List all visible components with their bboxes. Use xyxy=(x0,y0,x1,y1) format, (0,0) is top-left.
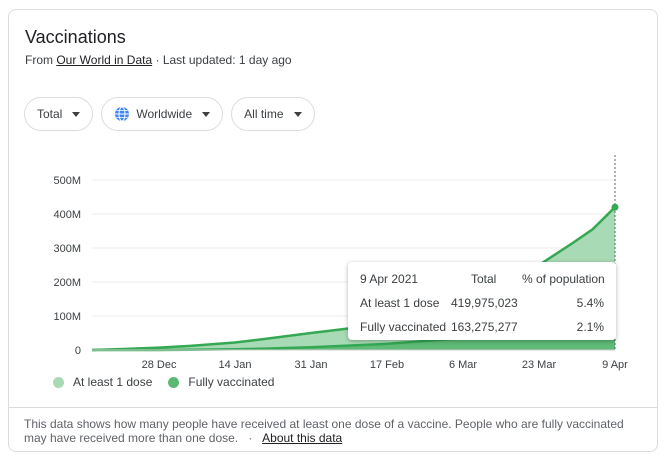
card-subtitle: From Our World in Data · Last updated: 1… xyxy=(25,53,292,67)
filter-time-label: All time xyxy=(244,107,284,121)
globe-icon xyxy=(114,106,130,122)
card-title: Vaccinations xyxy=(25,27,126,47)
legend-item-fully-vaccinated[interactable]: Fully vaccinated xyxy=(168,375,274,389)
filter-region-dropdown[interactable]: Worldwide xyxy=(101,97,224,131)
tooltip-row-label: Fully vaccinated xyxy=(360,320,447,334)
about-data-link[interactable]: About this data xyxy=(262,431,343,445)
legend-label: Fully vaccinated xyxy=(188,375,275,389)
tooltip-row-pct: 2.1% xyxy=(576,320,604,334)
x-tick-label: 23 Mar xyxy=(522,359,557,371)
x-tick-label: 17 Feb xyxy=(370,359,404,371)
tooltip-row-label: At least 1 dose xyxy=(360,296,440,310)
filter-time-dropdown[interactable]: All time xyxy=(231,97,315,131)
x-tick-label: 14 Jan xyxy=(219,359,252,371)
x-tick-label: 9 Apr xyxy=(602,359,628,371)
legend-swatch xyxy=(168,376,180,388)
hover-point xyxy=(611,203,619,211)
legend-swatch xyxy=(53,376,64,388)
legend-item-at-least-one-dose[interactable]: At least 1 dose xyxy=(53,375,152,389)
filter-region-label: Worldwide xyxy=(136,107,193,121)
tooltip-row-total: 419,975,023 xyxy=(451,296,518,310)
legend-label: At least 1 dose xyxy=(73,375,153,389)
caret-down-icon xyxy=(72,111,81,117)
chart-tooltip: 9 Apr 2021 Total % of population At leas… xyxy=(348,262,616,340)
last-updated: · Last updated: 1 day ago xyxy=(155,53,292,67)
y-tick-label: 300M xyxy=(53,243,81,255)
caret-down-icon xyxy=(293,111,302,117)
filter-total-label: Total xyxy=(37,107,63,121)
x-tick-label: 31 Jan xyxy=(295,359,328,371)
chart-legend: At least 1 dose Fully vaccinated xyxy=(53,375,290,389)
caret-down-icon xyxy=(202,111,211,117)
footer-separator: · xyxy=(248,431,253,445)
y-tick-label: 400M xyxy=(53,209,81,221)
tooltip-row-pct: 5.4% xyxy=(576,296,604,310)
y-tick-label: 200M xyxy=(53,277,81,289)
tooltip-date: 9 Apr 2021 xyxy=(360,272,419,286)
x-tick-label: 28 Dec xyxy=(142,359,177,371)
tooltip-row-total: 163,275,277 xyxy=(451,320,518,334)
y-tick-label: 500M xyxy=(53,175,81,187)
vaccinations-card: Vaccinations From Our World in Data · La… xyxy=(8,9,658,452)
tooltip-col-pct: % of population xyxy=(522,272,605,286)
footer-description: This data shows how many people have rec… xyxy=(24,417,624,445)
y-tick-label: 100M xyxy=(53,311,81,323)
y-tick-label: 0 xyxy=(75,345,81,357)
filter-total-dropdown[interactable]: Total xyxy=(24,97,94,131)
card-footer: This data shows how many people have rec… xyxy=(9,407,657,451)
source-prefix: From xyxy=(25,53,53,67)
tooltip-col-total: Total xyxy=(471,272,497,286)
filter-bar: Total Worldwide All time xyxy=(24,97,323,131)
source-link[interactable]: Our World in Data xyxy=(56,53,153,67)
x-tick-label: 6 Mar xyxy=(449,359,477,371)
